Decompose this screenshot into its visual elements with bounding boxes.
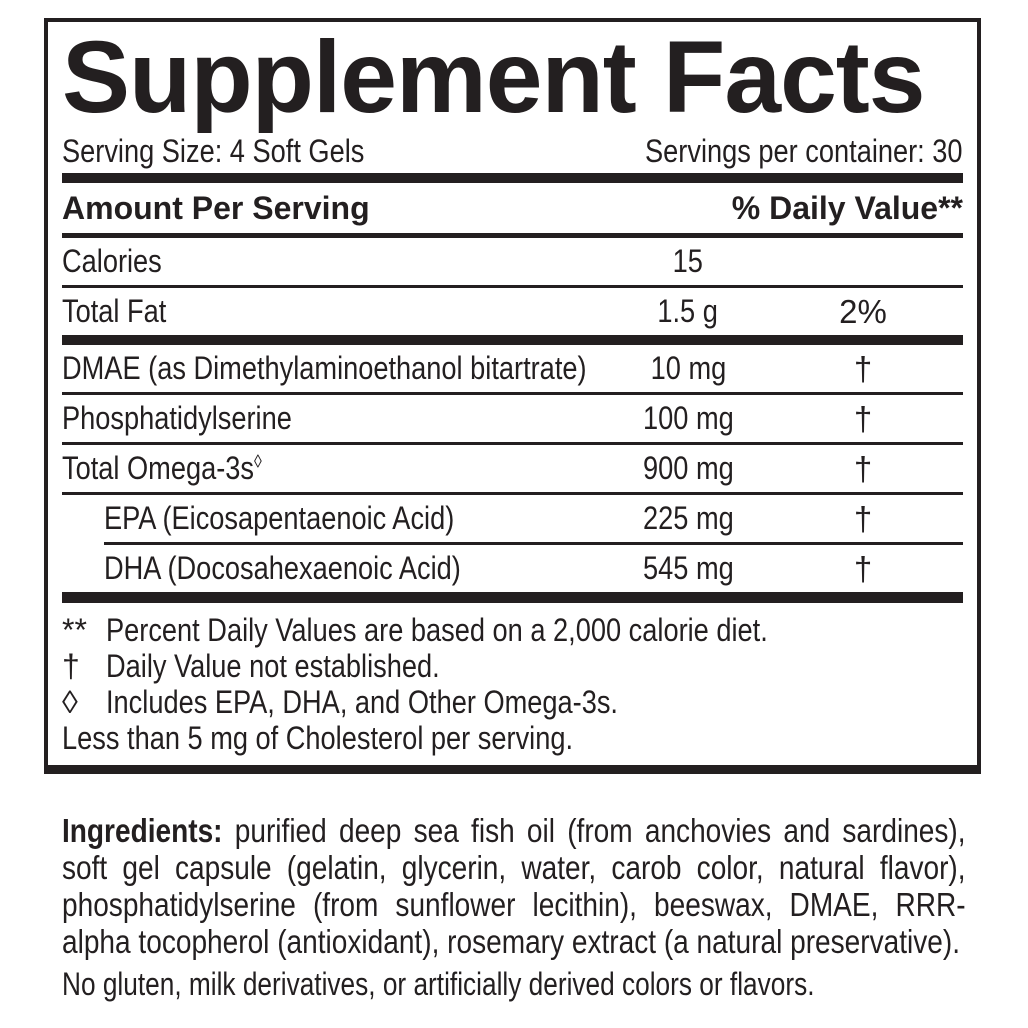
serving-info-row: Serving Size: 4 Soft Gels Servings per c… bbox=[62, 129, 963, 173]
lozenge-marker: ◊ bbox=[62, 684, 78, 721]
table-row: DHA (Docosahexaenoic Acid) 545 mg † bbox=[62, 545, 963, 592]
table-row: Total Fat 1.5 g 2% bbox=[62, 288, 963, 335]
row-divider bbox=[62, 285, 963, 289]
table-row: Calories 15 bbox=[62, 238, 963, 285]
row-divider bbox=[62, 392, 963, 396]
ingredients-text: purified deep sea fish oil (from anchovi… bbox=[62, 812, 966, 960]
nutrient-daily-value: 2% bbox=[839, 292, 887, 330]
nutrient-daily-value: † bbox=[853, 399, 873, 437]
dagger-marker: † bbox=[62, 648, 80, 685]
daily-value-header: % Daily Value** bbox=[731, 189, 963, 226]
servings-per-container: Servings per container: 30 bbox=[645, 132, 963, 169]
supplement-facts-panel: Supplement Facts Serving Size: 4 Soft Ge… bbox=[44, 18, 981, 774]
nutrient-daily-value: † bbox=[853, 549, 873, 587]
asterisks-marker: ** bbox=[62, 612, 87, 649]
nutrient-amount: 15 bbox=[672, 243, 704, 280]
footnote-text: Daily Value not established. bbox=[106, 648, 440, 685]
nutrient-name: EPA (Eicosapentaenoic Acid) bbox=[104, 500, 455, 537]
footnotes: ** Percent Daily Values are based on a 2… bbox=[62, 612, 963, 756]
row-divider bbox=[62, 442, 963, 446]
lozenge-footnote-mark: ◊ bbox=[253, 450, 262, 472]
nutrient-name: DMAE (as Dimethylaminoethanol bitartrate… bbox=[62, 350, 587, 387]
nutrient-amount: 545 mg bbox=[642, 550, 734, 587]
table-row: Total Omega-3s◊ 900 mg † bbox=[62, 445, 963, 492]
header-divider bbox=[62, 233, 963, 239]
nutrient-name: DHA (Docosahexaenoic Acid) bbox=[104, 550, 461, 587]
serving-size: Serving Size: 4 Soft Gels bbox=[62, 132, 365, 169]
footnote-text: Less than 5 mg of Cholesterol per servin… bbox=[62, 720, 574, 757]
row-divider-indented bbox=[104, 542, 963, 546]
nutrient-amount: 900 mg bbox=[642, 450, 734, 487]
amount-per-serving-header: Amount Per Serving bbox=[62, 189, 370, 226]
panel-title: Supplement Facts bbox=[62, 20, 926, 134]
nutrient-name: Phosphatidylserine bbox=[62, 400, 292, 437]
footnote-dagger: † Daily Value not established. bbox=[62, 648, 963, 684]
thick-divider bbox=[62, 173, 963, 184]
nutrient-amount: 225 mg bbox=[642, 500, 734, 537]
nutrient-amount: 100 mg bbox=[642, 400, 734, 437]
nutrient-amount: 10 mg bbox=[650, 350, 726, 387]
footnote-text: Percent Daily Values are based on a 2,00… bbox=[106, 612, 768, 649]
nutrient-daily-value: † bbox=[853, 349, 873, 387]
nutrient-name: Total Omega-3s bbox=[62, 450, 254, 487]
thick-divider bbox=[62, 592, 963, 604]
nutrient-name: Total Fat bbox=[62, 293, 167, 330]
ingredients-paragraph: Ingredients: purified deep sea fish oil … bbox=[62, 812, 966, 960]
nutrient-amount: 1.5 g bbox=[657, 293, 719, 330]
table-row: EPA (Eicosapentaenoic Acid) 225 mg † bbox=[62, 495, 963, 542]
nutrient-daily-value: † bbox=[853, 499, 873, 537]
allergen-statement: No gluten, milk derivatives, or artifici… bbox=[62, 966, 815, 1002]
nutrient-name: Calories bbox=[62, 243, 162, 280]
thick-divider bbox=[62, 335, 963, 346]
footnote-cholesterol: Less than 5 mg of Cholesterol per servin… bbox=[62, 720, 963, 756]
table-row: DMAE (as Dimethylaminoethanol bitartrate… bbox=[62, 345, 963, 392]
table-row: Phosphatidylserine 100 mg † bbox=[62, 395, 963, 442]
footnote-lozenge: ◊ Includes EPA, DHA, and Other Omega-3s. bbox=[62, 684, 963, 720]
nutrient-daily-value: † bbox=[853, 449, 873, 487]
ingredients-label: Ingredients: bbox=[62, 812, 223, 849]
footnote-daily-values: ** Percent Daily Values are based on a 2… bbox=[62, 612, 963, 648]
row-divider bbox=[62, 492, 963, 496]
table-header-row: Amount Per Serving % Daily Value** bbox=[62, 183, 963, 233]
footnote-text: Includes EPA, DHA, and Other Omega-3s. bbox=[106, 684, 618, 721]
